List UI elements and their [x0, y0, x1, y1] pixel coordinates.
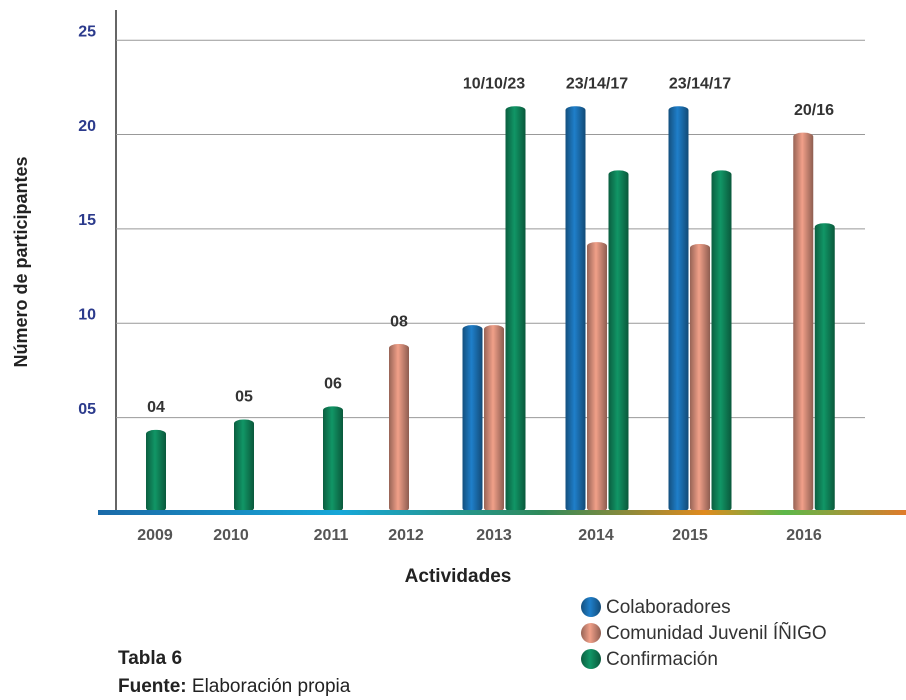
x-tick-label: 2015	[672, 527, 708, 544]
y-tick-label: 25	[78, 23, 96, 40]
y-tick-label: 20	[78, 118, 96, 135]
legend-marker	[581, 649, 601, 669]
bar	[690, 244, 710, 513]
bar	[146, 429, 166, 512]
x-tick-label: 2012	[388, 527, 424, 544]
bar-annotation: 23/14/17	[669, 75, 731, 92]
bar	[484, 325, 504, 512]
x-tick-label: 2009	[137, 527, 173, 544]
bar	[668, 106, 689, 513]
bar	[234, 419, 254, 512]
y-tick-label: 05	[78, 401, 96, 418]
x-axis	[98, 510, 906, 515]
y-axis-label: Número de participantes	[11, 156, 31, 367]
y-tick-label: 10	[78, 306, 96, 323]
bar-annotation: 08	[390, 313, 408, 330]
bar-annotation: 23/14/17	[566, 75, 628, 92]
legend-marker	[581, 597, 601, 617]
x-tick-label: 2011	[314, 527, 349, 544]
source-label: Fuente:	[118, 676, 187, 697]
x-tick-label: 2016	[786, 527, 822, 544]
bar-annotation: 05	[235, 389, 253, 406]
legend-label: Confirmación	[606, 649, 718, 670]
bar	[793, 132, 814, 512]
bar	[587, 242, 607, 513]
x-axis-label: Actividades	[405, 566, 512, 587]
legend-label: Comunidad Juvenil ÍÑIGO	[606, 622, 827, 644]
y-tick-label: 15	[78, 212, 96, 229]
x-tick-label: 2013	[476, 527, 512, 544]
bar	[814, 223, 835, 512]
bar	[389, 344, 409, 512]
bar	[711, 170, 732, 513]
bar	[323, 406, 343, 512]
x-tick-label: 2014	[578, 527, 614, 544]
table-label: Tabla 6	[118, 648, 182, 669]
bar-annotation: 20/16	[794, 102, 834, 119]
bar	[462, 325, 483, 512]
bar-annotation: 10/10/23	[463, 75, 525, 92]
bar-annotation: 04	[147, 399, 165, 416]
legend-label: Colaboradores	[606, 597, 731, 618]
legend-marker	[581, 623, 601, 643]
x-tick-label: 2010	[213, 527, 249, 544]
bar-annotation: 06	[324, 376, 342, 393]
bar	[608, 170, 629, 513]
bar	[505, 106, 526, 513]
bar	[565, 106, 586, 513]
source-text: Elaboración propia	[192, 676, 351, 697]
source: Fuente: Elaboración propia	[118, 676, 351, 697]
